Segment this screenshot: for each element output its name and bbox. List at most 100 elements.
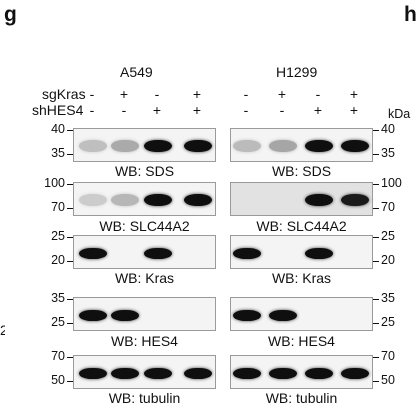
mw-right-mw_bottom-2: 70	[381, 200, 395, 214]
panel-letter-h: h	[404, 3, 416, 26]
mw-tick-left-mw_top-5	[67, 357, 73, 358]
sign-h1299-r0-lane1: -	[243, 86, 249, 102]
blot-h1299-1	[230, 128, 373, 162]
sign-a549-r1-lane3: +	[152, 102, 162, 118]
band-a549-4-lane1	[79, 309, 107, 321]
band-h1299-3-lane3	[305, 247, 333, 259]
band-h1299-1-lane3	[305, 140, 333, 152]
sign-a549-r0-lane4: +	[192, 86, 202, 102]
side-mark: 2	[0, 322, 5, 338]
band-h1299-5-lane2	[269, 367, 297, 379]
wb-label-h1299-5: WB: tubulin	[265, 390, 338, 406]
band-a549-2-lane1	[79, 194, 107, 206]
blot-h1299-4	[230, 297, 373, 331]
mw-right-mw_bottom-3: 20	[381, 253, 395, 267]
band-a549-3-lane3	[144, 247, 172, 259]
mw-tick-left-mw_top-1	[67, 130, 73, 131]
sign-a549-r0-lane1: -	[89, 86, 95, 102]
kda-label: kDa	[388, 107, 411, 121]
band-a549-5-lane2	[111, 367, 139, 379]
mw-tick-left-mw_bottom-1	[67, 154, 73, 155]
band-a549-1-lane2	[111, 140, 139, 152]
wb-label-a549-5: WB: tubulin	[108, 390, 181, 406]
condition-label-shhes4: shHES4	[32, 102, 84, 118]
band-a549-1-lane1	[79, 140, 107, 152]
mw-right-mw_bottom-4: 25	[381, 315, 395, 329]
mw-tick-right-mw_bottom-1	[373, 154, 379, 155]
sign-a549-r1-lane1: -	[89, 102, 95, 118]
band-h1299-1-lane2	[269, 140, 297, 152]
band-h1299-1-lane4	[341, 140, 369, 152]
blot-a549-4	[73, 297, 216, 331]
mw-tick-left-mw_top-3	[67, 237, 73, 238]
mw-tick-right-mw_top-5	[373, 357, 379, 358]
mw-left-mw_bottom-2: 70	[51, 200, 65, 214]
band-h1299-5-lane1	[233, 367, 261, 379]
band-a549-5-lane4	[184, 367, 212, 379]
wb-label-a549-3: WB: Kras	[114, 270, 175, 286]
mw-left-mw_top-1: 40	[51, 122, 65, 136]
wb-label-a549-4: WB: HES4	[111, 333, 178, 349]
mw-tick-left-mw_top-2	[67, 184, 73, 185]
band-a549-5-lane3	[144, 367, 172, 379]
blot-h1299-3	[230, 235, 373, 269]
mw-tick-right-mw_top-1	[373, 130, 379, 131]
blot-a549-5	[73, 355, 216, 389]
band-h1299-4-lane2	[269, 309, 297, 321]
band-a549-2-lane2	[111, 194, 139, 206]
sign-h1299-r1-lane3: +	[313, 102, 323, 118]
band-h1299-5-lane4	[341, 367, 369, 379]
sign-a549-r0-lane3: -	[154, 86, 160, 102]
blot-h1299-5	[230, 355, 373, 389]
mw-tick-right-mw_top-3	[373, 237, 379, 238]
mw-right-mw_top-3: 25	[381, 229, 395, 243]
mw-tick-right-mw_bottom-3	[373, 261, 379, 262]
mw-tick-left-mw_bottom-2	[67, 208, 73, 209]
band-a549-5-lane1	[79, 367, 107, 379]
mw-left-mw_top-4: 35	[51, 291, 65, 305]
mw-left-mw_top-2: 100	[44, 176, 65, 190]
wb-label-a549-1: WB: SDS	[114, 163, 175, 179]
band-h1299-4-lane1	[233, 309, 261, 321]
sign-a549-r0-lane2: +	[119, 86, 129, 102]
mw-right-mw_bottom-1: 35	[381, 146, 395, 160]
wb-label-h1299-3: WB: Kras	[271, 270, 332, 286]
sign-a549-r1-lane4: +	[192, 102, 202, 118]
sign-h1299-r1-lane2: -	[279, 102, 285, 118]
band-a549-1-lane4	[184, 140, 212, 152]
mw-tick-right-mw_bottom-4	[373, 323, 379, 324]
sign-h1299-r0-lane3: -	[315, 86, 321, 102]
mw-tick-left-mw_bottom-3	[67, 261, 73, 262]
mw-tick-left-mw_top-4	[67, 299, 73, 300]
mw-left-mw_bottom-3: 20	[51, 253, 65, 267]
mw-right-mw_top-2: 100	[381, 176, 402, 190]
sign-h1299-r1-lane4: +	[349, 102, 359, 118]
condition-label-sgkras: sgKras	[42, 86, 86, 102]
mw-left-mw_top-3: 25	[51, 229, 65, 243]
blot-a549-1	[73, 128, 216, 162]
blot-a549-3	[73, 235, 216, 269]
band-h1299-5-lane3	[305, 367, 333, 379]
mw-right-mw_top-4: 35	[381, 291, 395, 305]
band-h1299-1-lane1	[233, 140, 261, 152]
cell-line-h1299: H1299	[276, 64, 318, 80]
band-h1299-2-lane3	[305, 194, 333, 206]
blot-h1299-2	[230, 182, 373, 216]
panel-letter-g: g	[4, 3, 17, 26]
wb-label-h1299-1: WB: SDS	[271, 163, 332, 179]
sign-h1299-r0-lane4: +	[349, 86, 359, 102]
mw-right-mw_top-1: 40	[381, 122, 395, 136]
mw-tick-left-mw_bottom-5	[67, 381, 73, 382]
band-a549-4-lane2	[111, 309, 139, 321]
wb-label-h1299-4: WB: HES4	[268, 333, 335, 349]
cell-line-a549: A549	[120, 64, 153, 80]
wb-label-a549-2: WB: SLC44A2	[99, 218, 190, 234]
mw-left-mw_top-5: 70	[51, 349, 65, 363]
sign-h1299-r0-lane2: +	[277, 86, 287, 102]
sign-a549-r1-lane2: -	[121, 102, 127, 118]
mw-tick-right-mw_top-2	[373, 184, 379, 185]
mw-left-mw_bottom-4: 25	[51, 315, 65, 329]
mw-left-mw_bottom-1: 35	[51, 146, 65, 160]
mw-left-mw_bottom-5: 50	[51, 373, 65, 387]
mw-tick-right-mw_top-4	[373, 299, 379, 300]
